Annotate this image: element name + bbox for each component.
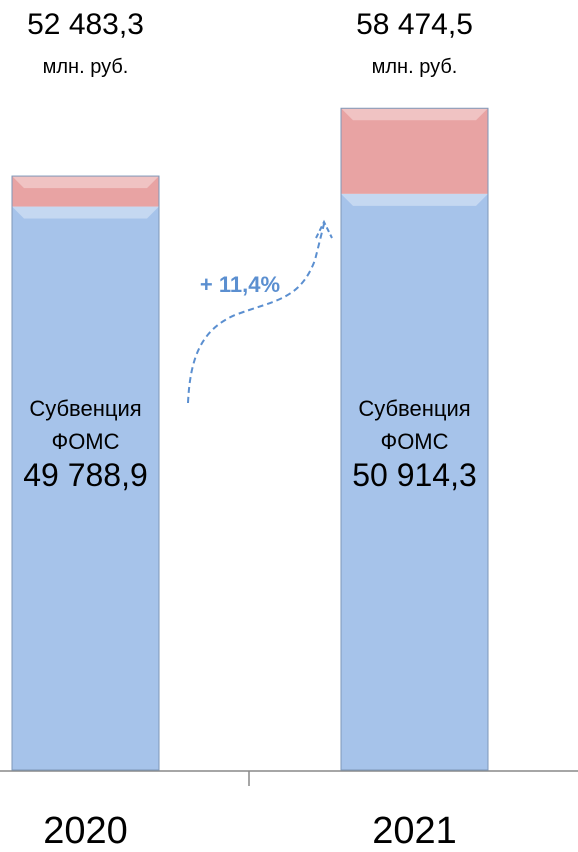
unit-label: млн. руб. — [371, 56, 458, 78]
growth-arrow — [187, 223, 325, 404]
growth-label: + 11,4% — [200, 272, 280, 297]
bar-bevel — [341, 193, 488, 206]
x-tick-label: 2020 — [43, 810, 128, 852]
bar-bevel — [341, 108, 488, 121]
bar-outline — [340, 107, 489, 771]
bar-bevel — [12, 176, 159, 189]
total-label: 52 483,3 — [27, 8, 144, 41]
bar-outline — [11, 175, 160, 771]
bar-segment — [341, 193, 488, 771]
unit-label: млн. руб. — [42, 56, 129, 78]
bar-segment — [12, 206, 159, 771]
x-tick-label: 2021 — [372, 810, 457, 852]
bar-bevel — [12, 206, 159, 219]
growth-arrow-head — [315, 219, 333, 239]
value-label: 49 788,9 — [23, 457, 148, 493]
series-name: Субвенция ФОМС — [29, 396, 142, 454]
value-label: 50 914,3 — [352, 457, 477, 493]
series-name: Субвенция ФОМС — [358, 396, 471, 454]
total-label: 58 474,5 — [356, 8, 473, 41]
bar-segment — [341, 108, 488, 194]
bar-segment — [12, 176, 159, 207]
